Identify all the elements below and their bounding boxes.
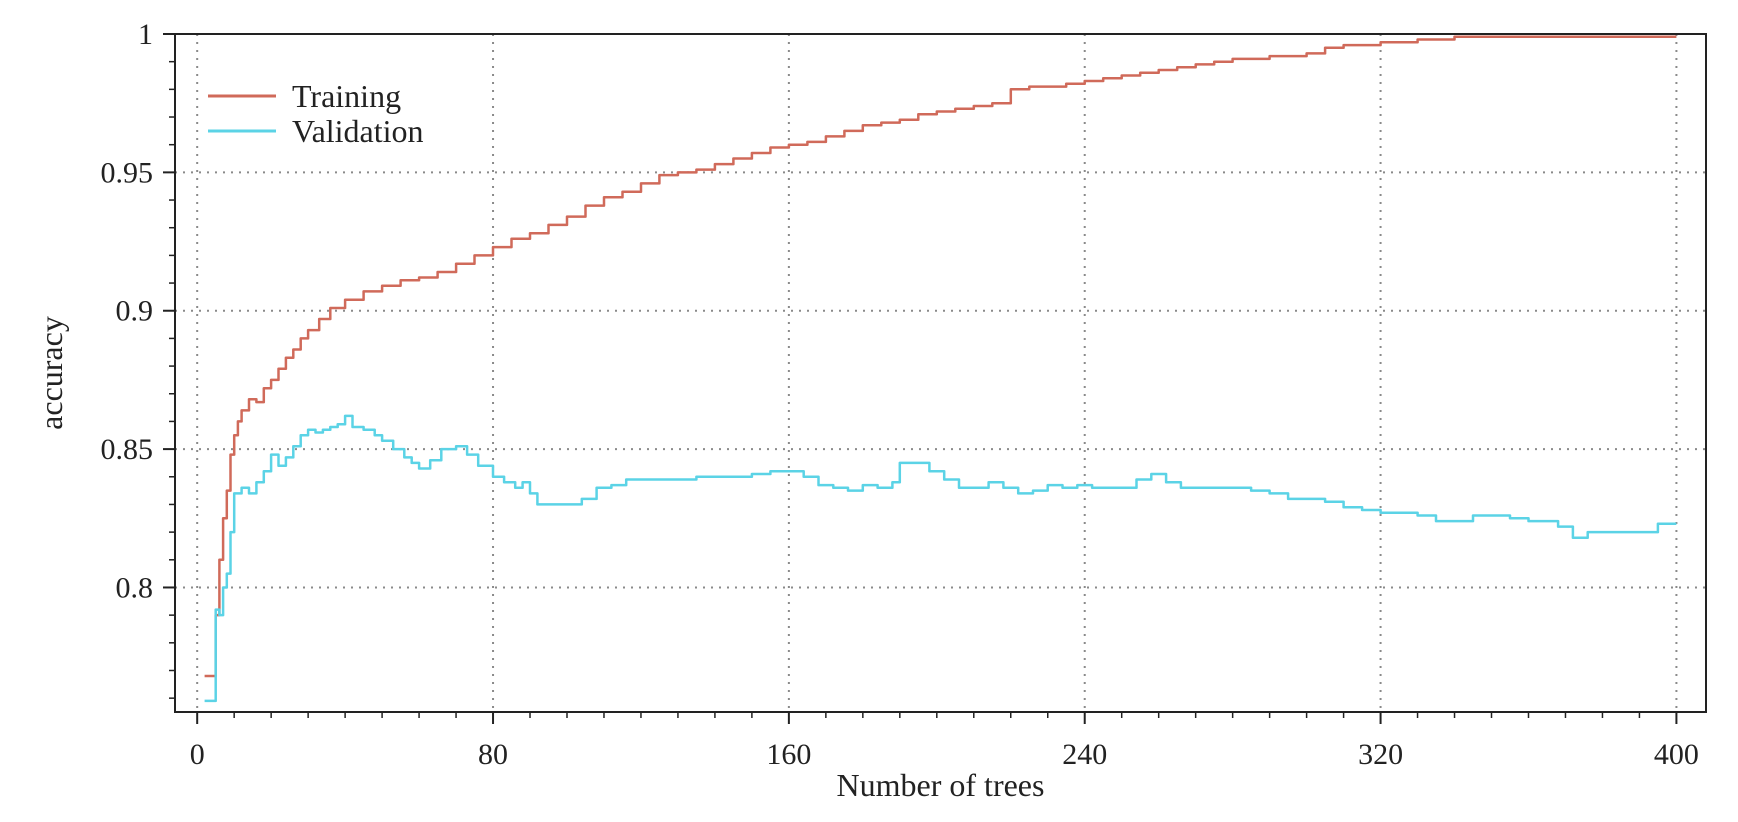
legend: Training Validation	[208, 78, 424, 149]
x-tick-label: 320	[1358, 738, 1403, 771]
tick-labels: 0 80 160 240 320 400 0.8 0.85 0.9 0.95 1	[101, 18, 1699, 771]
plot-frame	[174, 33, 1707, 713]
axis-ticks	[163, 33, 1678, 724]
legend-label-training: Training	[292, 78, 401, 114]
y-tick-label: 0.8	[116, 571, 154, 604]
x-axis-title: Number of trees	[837, 767, 1045, 803]
y-tick-label: 0.9	[116, 295, 154, 328]
series-line-validation	[204, 414, 1677, 703]
y-axis-title: accuracy	[33, 316, 69, 430]
series	[204, 35, 1677, 703]
legend-label-validation: Validation	[292, 113, 424, 149]
series-line-training	[204, 35, 1677, 678]
y-tick-label: 1	[138, 18, 153, 51]
x-tick-label: 160	[766, 738, 811, 771]
x-tick-label: 240	[1062, 738, 1107, 771]
y-tick-label: 0.95	[101, 156, 154, 189]
x-tick-label: 80	[478, 738, 508, 771]
x-tick-label: 400	[1654, 738, 1699, 771]
x-tick-label: 0	[190, 738, 205, 771]
y-tick-label: 0.85	[101, 433, 154, 466]
